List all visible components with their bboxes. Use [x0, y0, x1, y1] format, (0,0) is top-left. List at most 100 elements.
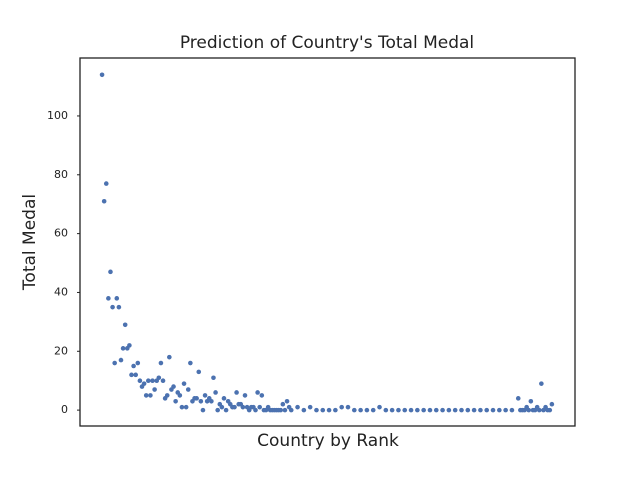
point	[536, 407, 542, 413]
point	[181, 381, 187, 386]
point	[198, 398, 204, 404]
point	[326, 407, 332, 413]
point	[503, 407, 508, 413]
point	[122, 322, 128, 328]
point	[160, 378, 166, 383]
point	[370, 407, 376, 413]
point	[194, 396, 199, 401]
point	[173, 398, 178, 404]
point	[240, 404, 246, 410]
point	[528, 398, 534, 404]
point	[183, 404, 189, 410]
point	[345, 404, 351, 410]
point	[143, 393, 149, 398]
point	[314, 407, 319, 413]
point	[478, 407, 483, 413]
point	[284, 398, 290, 404]
point	[101, 198, 107, 204]
point	[526, 407, 532, 413]
point	[167, 354, 172, 360]
point	[202, 393, 208, 398]
point	[148, 393, 153, 398]
point	[358, 407, 363, 413]
point	[146, 378, 151, 383]
point	[158, 360, 164, 366]
point	[112, 360, 117, 366]
point	[200, 407, 206, 413]
point	[377, 404, 382, 410]
point	[188, 360, 193, 366]
point	[307, 404, 313, 410]
point	[103, 181, 109, 186]
point	[253, 407, 258, 413]
point	[509, 407, 515, 413]
point	[471, 407, 477, 413]
point	[280, 401, 286, 407]
point	[221, 396, 227, 401]
point	[120, 346, 126, 351]
point	[396, 407, 401, 413]
y-tick-label: 60	[54, 227, 68, 240]
point	[133, 372, 139, 378]
point	[282, 407, 288, 413]
point	[288, 407, 294, 413]
point	[108, 269, 113, 275]
point	[333, 407, 338, 413]
point	[234, 390, 239, 395]
chart-title: Prediction of Country's Total Medal	[180, 33, 474, 53]
point	[452, 407, 458, 413]
point	[171, 384, 176, 389]
point	[421, 407, 426, 413]
point	[116, 304, 122, 310]
point	[196, 369, 202, 375]
point	[106, 296, 111, 301]
point	[490, 407, 496, 413]
point	[219, 404, 225, 410]
point	[135, 360, 141, 366]
point	[164, 393, 170, 398]
y-tick-label: 20	[54, 344, 68, 357]
point	[213, 390, 218, 395]
point	[152, 387, 157, 392]
point	[179, 404, 185, 410]
point	[339, 404, 344, 410]
point	[402, 407, 408, 413]
point	[156, 375, 162, 381]
plot-frame	[79, 57, 576, 427]
point	[137, 378, 143, 383]
x-axis-label: Country by Rank	[257, 431, 399, 451]
point	[259, 393, 265, 398]
point	[118, 357, 124, 363]
y-tick-label: 0	[61, 403, 68, 416]
point	[114, 296, 120, 301]
point	[177, 393, 183, 398]
point	[209, 398, 214, 404]
point	[242, 393, 248, 398]
point	[465, 407, 471, 413]
point	[129, 372, 134, 378]
point	[440, 407, 445, 413]
point	[320, 407, 326, 413]
point	[211, 375, 216, 381]
point	[364, 407, 370, 413]
point	[351, 407, 357, 413]
point	[383, 407, 389, 413]
point	[127, 343, 132, 348]
point	[301, 407, 307, 413]
point	[408, 407, 414, 413]
point	[215, 407, 220, 413]
point	[549, 401, 555, 407]
point	[433, 407, 439, 413]
y-tick-label: 100	[47, 109, 68, 122]
y-axis-label: Total Medal	[20, 194, 40, 291]
point	[185, 387, 191, 392]
point	[131, 363, 136, 369]
point	[446, 407, 452, 413]
y-tick-label: 40	[54, 285, 68, 298]
point	[547, 407, 553, 413]
point	[295, 404, 300, 410]
point	[110, 304, 115, 310]
point	[232, 404, 237, 410]
